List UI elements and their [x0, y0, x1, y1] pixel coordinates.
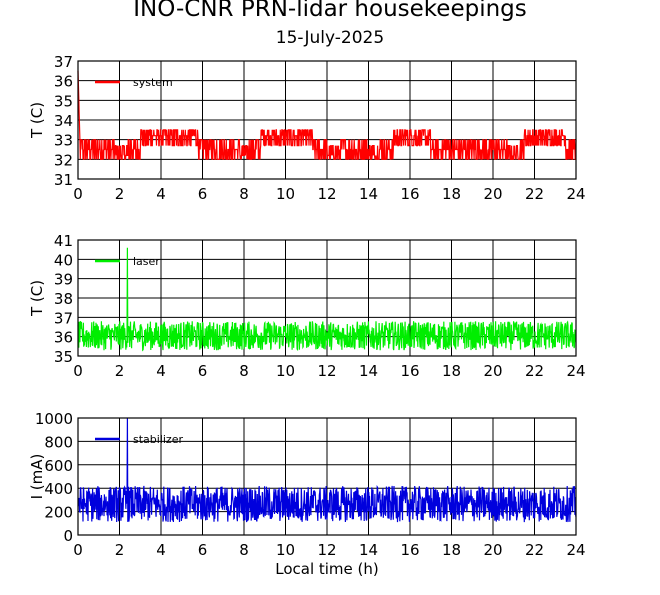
- x-tick-label: 6: [198, 185, 208, 203]
- x-tick-label: 8: [239, 362, 249, 380]
- x-tick-label: 10: [276, 185, 295, 203]
- y-tick-label: 33: [54, 132, 73, 150]
- x-tick-label: 22: [525, 185, 544, 203]
- figure-title: INO-CNR PRN-lidar housekeepings: [133, 0, 527, 22]
- x-tick-label: 4: [156, 541, 166, 559]
- x-tick-label: 18: [442, 541, 461, 559]
- x-tick-label: 2: [115, 362, 125, 380]
- series-line-laser: [77, 247, 577, 352]
- x-tick-label: 20: [483, 541, 502, 559]
- x-tick-label: 2: [115, 185, 125, 203]
- x-tick-label: 18: [442, 362, 461, 380]
- x-tick-label: 8: [239, 185, 249, 203]
- x-tick-label: 22: [525, 362, 544, 380]
- plot-frame: [77, 239, 577, 357]
- y-tick-label: 37: [54, 53, 73, 71]
- y-tick-label: 0: [63, 527, 73, 545]
- legend-label-stabilizer: stabilizer: [133, 433, 183, 446]
- x-tick-label: 16: [400, 541, 419, 559]
- x-tick-label: 6: [198, 541, 208, 559]
- y-tick-label: 35: [54, 92, 73, 110]
- plot-frame: [77, 60, 577, 180]
- x-tick-label: 8: [239, 541, 249, 559]
- x-tick-label: 2: [115, 541, 125, 559]
- x-tick-label: 10: [276, 362, 295, 380]
- y-tick-label: 34: [54, 112, 73, 130]
- y-tick-label: 400: [44, 480, 73, 498]
- x-tick-label: 14: [359, 541, 378, 559]
- x-tick-label: 24: [566, 185, 585, 203]
- y-tick-label: 38: [54, 290, 73, 308]
- figure-subtitle: 15-July-2025: [275, 28, 385, 48]
- x-tick-label: 14: [359, 362, 378, 380]
- y-tick-label: 200: [44, 504, 73, 522]
- y-tick-label: 32: [54, 151, 73, 169]
- x-tick-label: 4: [156, 185, 166, 203]
- x-tick-label: 12: [317, 185, 336, 203]
- y-axis-label: I (mA): [28, 454, 46, 500]
- y-axis-label: T (C): [28, 280, 46, 317]
- x-tick-label: 16: [400, 362, 419, 380]
- y-tick-label: 39: [54, 271, 73, 289]
- x-tick-label: 24: [566, 362, 585, 380]
- x-tick-label: 14: [359, 185, 378, 203]
- legend-label-laser: laser: [133, 255, 160, 268]
- y-axis-label: T (C): [28, 102, 46, 139]
- x-tick-label: 22: [525, 541, 544, 559]
- y-tick-label: 800: [44, 433, 73, 451]
- y-tick-label: 40: [54, 251, 73, 269]
- x-tick-label: 20: [483, 362, 502, 380]
- y-tick-label: 37: [54, 309, 73, 327]
- x-tick-label: 6: [198, 362, 208, 380]
- x-tick-label: 12: [317, 362, 336, 380]
- y-tick-label: 35: [54, 348, 73, 366]
- x-tick-label: 16: [400, 185, 419, 203]
- series-line-stabilizer: [77, 417, 577, 523]
- x-tick-label: 10: [276, 541, 295, 559]
- legend-label-system: system: [133, 76, 173, 89]
- y-tick-label: 31: [54, 171, 73, 189]
- x-tick-label: 20: [483, 185, 502, 203]
- x-axis-label: Local time (h): [275, 560, 379, 578]
- plot-frame: [77, 417, 577, 536]
- y-tick-label: 600: [44, 457, 73, 475]
- y-tick-label: 41: [54, 232, 73, 250]
- y-tick-label: 36: [54, 73, 73, 91]
- y-tick-label: 36: [54, 329, 73, 347]
- x-tick-label: 24: [566, 541, 585, 559]
- x-tick-label: 12: [317, 541, 336, 559]
- x-tick-label: 18: [442, 185, 461, 203]
- series-line-system: [77, 70, 577, 160]
- y-tick-label: 1000: [35, 410, 73, 428]
- x-tick-label: 0: [73, 185, 83, 203]
- x-tick-label: 0: [73, 362, 83, 380]
- x-tick-label: 0: [73, 541, 83, 559]
- x-tick-label: 4: [156, 362, 166, 380]
